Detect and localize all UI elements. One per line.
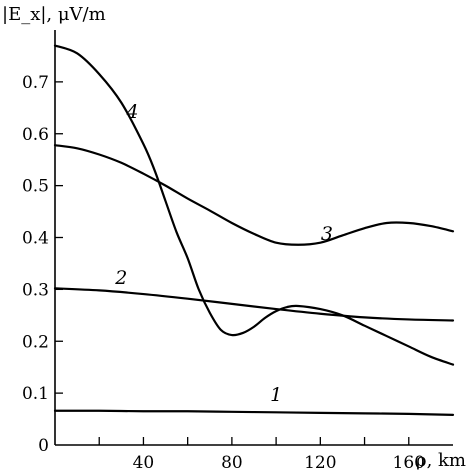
y-tick-label: 0.2 <box>22 332 49 352</box>
y-tick-label: 0.1 <box>22 384 49 404</box>
x-tick-label: 40 <box>133 453 155 473</box>
y-tick-label: 0.3 <box>22 280 49 300</box>
x-axis-label: ρ, km <box>416 450 466 471</box>
y-tick-label: 0.6 <box>22 125 49 145</box>
series-line-1 <box>53 409 455 417</box>
curve-label-4: 4 <box>125 101 138 123</box>
curve-label-3: 3 <box>321 223 333 245</box>
series-line-2 <box>53 287 455 322</box>
x-tick-label: 120 <box>304 453 336 473</box>
y-tick-label: 0.5 <box>22 177 49 197</box>
curve-label-1: 1 <box>270 384 282 406</box>
series-line-4 <box>53 44 455 366</box>
y-axis-label: |E_x|, μV/m <box>2 4 106 25</box>
y-tick-label: 0 <box>38 436 49 456</box>
curve-labels: 1 2 3 4 <box>114 101 333 406</box>
y-tick-label: 0.4 <box>22 229 49 249</box>
series-lines <box>53 44 455 417</box>
y-tick-label: 0.7 <box>22 73 49 93</box>
axis-ticks: 40 80 120 160 0 0.1 0.2 0.3 0.4 0.5 0.6 0.7 <box>22 73 425 473</box>
x-tick-label: 80 <box>221 453 243 473</box>
series-line-3 <box>53 144 455 246</box>
curve-label-2: 2 <box>114 267 127 289</box>
x-tick-label: 160 <box>393 453 425 473</box>
